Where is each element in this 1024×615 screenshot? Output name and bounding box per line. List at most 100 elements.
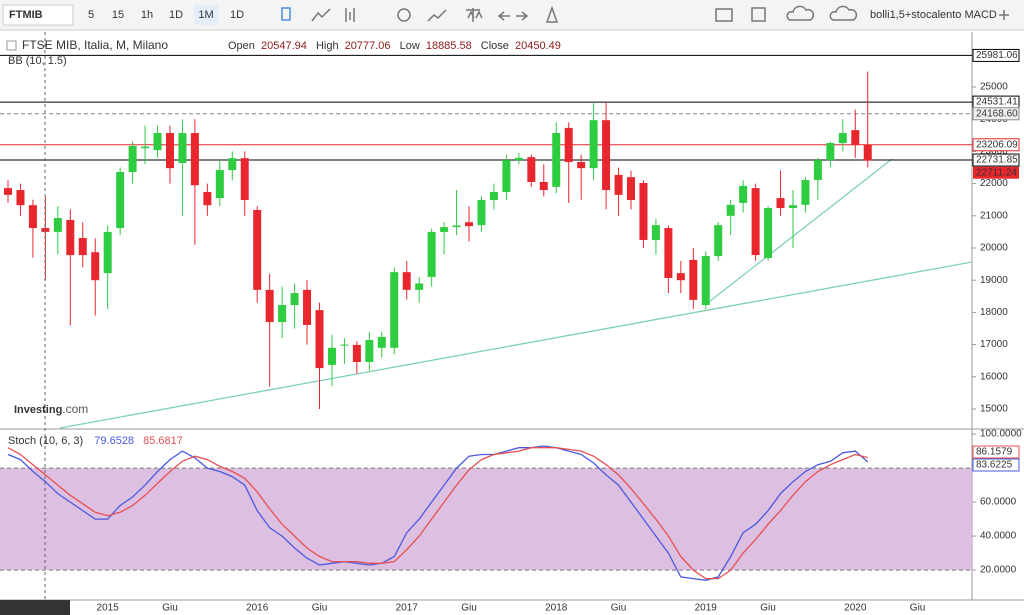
candle-body <box>215 170 224 199</box>
y-tick-label: 25000 <box>980 82 1008 93</box>
trend-line[interactable] <box>59 261 973 429</box>
interval[interactable]: 1h <box>141 9 153 21</box>
x-tick-label: 2018 <box>545 603 568 614</box>
candle-body <box>739 185 748 203</box>
x-tick-label: 2020 <box>844 603 867 614</box>
legend-toggle[interactable] <box>6 40 17 51</box>
candle-body <box>851 130 860 145</box>
interval[interactable]: 1M <box>198 9 213 21</box>
candle-body <box>477 200 486 226</box>
candle-body <box>651 225 660 240</box>
candle-body <box>838 133 847 144</box>
layout-icon[interactable] <box>751 7 766 22</box>
candle-body <box>527 157 536 182</box>
candle-body <box>701 256 710 305</box>
indicators-icon[interactable] <box>427 9 447 22</box>
interval[interactable]: 15 <box>112 9 124 21</box>
bars-icon[interactable] <box>345 8 355 22</box>
indicator-legend: Stoch (10, 6, 3) 79.6528 85.6817 <box>8 435 183 447</box>
y-tick-label: 19000 <box>980 275 1008 286</box>
interval-active <box>194 5 218 25</box>
candle-body <box>28 205 37 229</box>
candle-body <box>4 188 12 195</box>
indicator-last-label: 86.1579 <box>976 447 1013 458</box>
crosshair-date: 2014-08-01 <box>7 602 63 614</box>
camera-icon[interactable] <box>715 8 733 22</box>
save-icon[interactable] <box>829 5 858 21</box>
indicator-readout: 85.6817 <box>143 435 183 447</box>
y-tick-label: 15000 <box>980 404 1008 415</box>
price-level-box <box>972 107 1020 121</box>
trend-line[interactable] <box>704 158 893 306</box>
candle-body <box>66 219 75 256</box>
candle-body <box>589 120 598 169</box>
candle-body <box>826 143 835 161</box>
candle-body <box>228 158 237 171</box>
price-level-box <box>972 153 1020 167</box>
symbol-box[interactable] <box>2 4 74 26</box>
alert-icon[interactable] <box>545 5 559 23</box>
settings-icon[interactable] <box>397 8 411 22</box>
candle-body <box>91 252 100 281</box>
price-level-label: 24531.41 <box>976 97 1018 108</box>
x-tick-label: Giu <box>461 603 477 614</box>
data-layer: 15000 16000 17000 18000 19000 20000 21000 22000… <box>0 48 1022 614</box>
x-tick-label: Giu <box>312 603 328 614</box>
candle-body <box>327 347 336 365</box>
interval[interactable]: 1D <box>169 9 183 21</box>
ohlc-label: Close <box>481 40 509 52</box>
candle-body <box>726 204 735 216</box>
ohlc-label: Low <box>400 40 420 52</box>
ohlc-value: 20450.49 <box>515 40 561 52</box>
indicator-last-box <box>972 445 1020 459</box>
y-tick-label: 20000 <box>980 243 1008 254</box>
candle-body <box>714 225 723 257</box>
price-level-label: 23206.09 <box>976 139 1018 150</box>
y-tick-label: 23000 <box>980 146 1008 157</box>
candle-body <box>427 231 436 277</box>
candle-icon[interactable] <box>281 7 291 21</box>
ohlc-label: High <box>316 40 339 52</box>
template-name: bolli1,5+stocalento MACD <box>870 9 997 21</box>
toolbar-icons <box>281 5 1009 23</box>
candle-body <box>801 180 810 205</box>
undo-icon[interactable] <box>497 11 510 21</box>
candle-body <box>290 293 299 305</box>
candle-body <box>489 191 498 201</box>
instrument: FTSE MIB, Italia, M, Milano <box>22 38 168 52</box>
interval[interactable]: 5 <box>88 9 94 21</box>
candle-body <box>502 160 511 192</box>
candle-body <box>265 289 274 323</box>
candle-body <box>41 228 50 232</box>
line-icon[interactable] <box>311 8 331 22</box>
price-level-label: 22731.85 <box>976 155 1018 166</box>
indicator-last-label: 83.6225 <box>976 460 1013 471</box>
x-tick-label: Giu <box>611 603 627 614</box>
candle-body <box>16 190 25 206</box>
candle-body <box>340 344 349 346</box>
redo-icon[interactable] <box>516 11 529 21</box>
fullscreen-icon[interactable] <box>999 10 1009 20</box>
candle-body <box>788 205 797 209</box>
candle-body <box>165 133 174 169</box>
candle-body <box>863 144 872 161</box>
y-tick-label: 16000 <box>980 371 1008 382</box>
candle-body <box>664 228 673 278</box>
candle-body <box>377 336 386 348</box>
candle-body <box>315 310 324 369</box>
compare-icon[interactable] <box>466 8 483 22</box>
overlay-legend: BB (10, 1.5) <box>8 55 67 67</box>
candle-body <box>141 146 150 149</box>
load-icon[interactable] <box>786 5 815 21</box>
y-tick-label: 21000 <box>980 210 1008 221</box>
candle-body <box>440 227 449 232</box>
candle-body <box>178 133 187 164</box>
interval[interactable]: 1D <box>230 9 244 21</box>
x-tick-label: 2015 <box>97 603 120 614</box>
x-tick-label: 2019 <box>695 603 718 614</box>
candle-body <box>415 283 424 290</box>
indicator-last-box <box>972 458 1020 472</box>
indicator-tick-label: 100.0000 <box>980 429 1022 440</box>
candle-body <box>776 198 785 209</box>
